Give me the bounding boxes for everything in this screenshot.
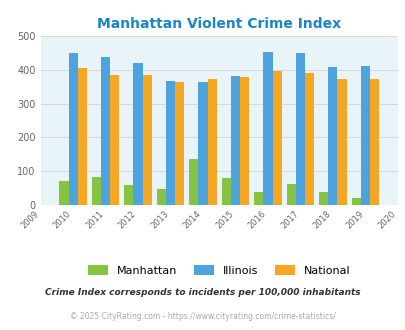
Bar: [198, 82, 207, 205]
Bar: [239, 77, 249, 205]
Bar: [101, 57, 110, 205]
Title: Manhattan Violent Crime Index: Manhattan Violent Crime Index: [97, 17, 341, 31]
Bar: [369, 80, 378, 205]
Bar: [207, 80, 216, 205]
Bar: [124, 185, 133, 205]
Bar: [166, 81, 175, 205]
Bar: [110, 75, 119, 205]
Bar: [221, 178, 230, 205]
Bar: [254, 192, 263, 205]
Bar: [328, 67, 337, 205]
Bar: [68, 53, 77, 205]
Legend: Manhattan, Illinois, National: Manhattan, Illinois, National: [83, 261, 354, 280]
Bar: [272, 71, 281, 205]
Bar: [77, 68, 87, 205]
Bar: [295, 53, 304, 205]
Bar: [360, 66, 369, 205]
Bar: [318, 192, 328, 205]
Bar: [189, 159, 198, 205]
Bar: [156, 189, 166, 205]
Bar: [133, 63, 142, 205]
Text: Crime Index corresponds to incidents per 100,000 inhabitants: Crime Index corresponds to incidents per…: [45, 287, 360, 297]
Text: © 2025 CityRating.com - https://www.cityrating.com/crime-statistics/: © 2025 CityRating.com - https://www.city…: [70, 312, 335, 321]
Bar: [263, 52, 272, 205]
Bar: [351, 198, 360, 205]
Bar: [92, 177, 101, 205]
Bar: [304, 73, 313, 205]
Bar: [230, 76, 239, 205]
Bar: [59, 181, 68, 205]
Bar: [337, 80, 346, 205]
Bar: [286, 184, 295, 205]
Bar: [175, 82, 184, 205]
Bar: [142, 75, 151, 205]
